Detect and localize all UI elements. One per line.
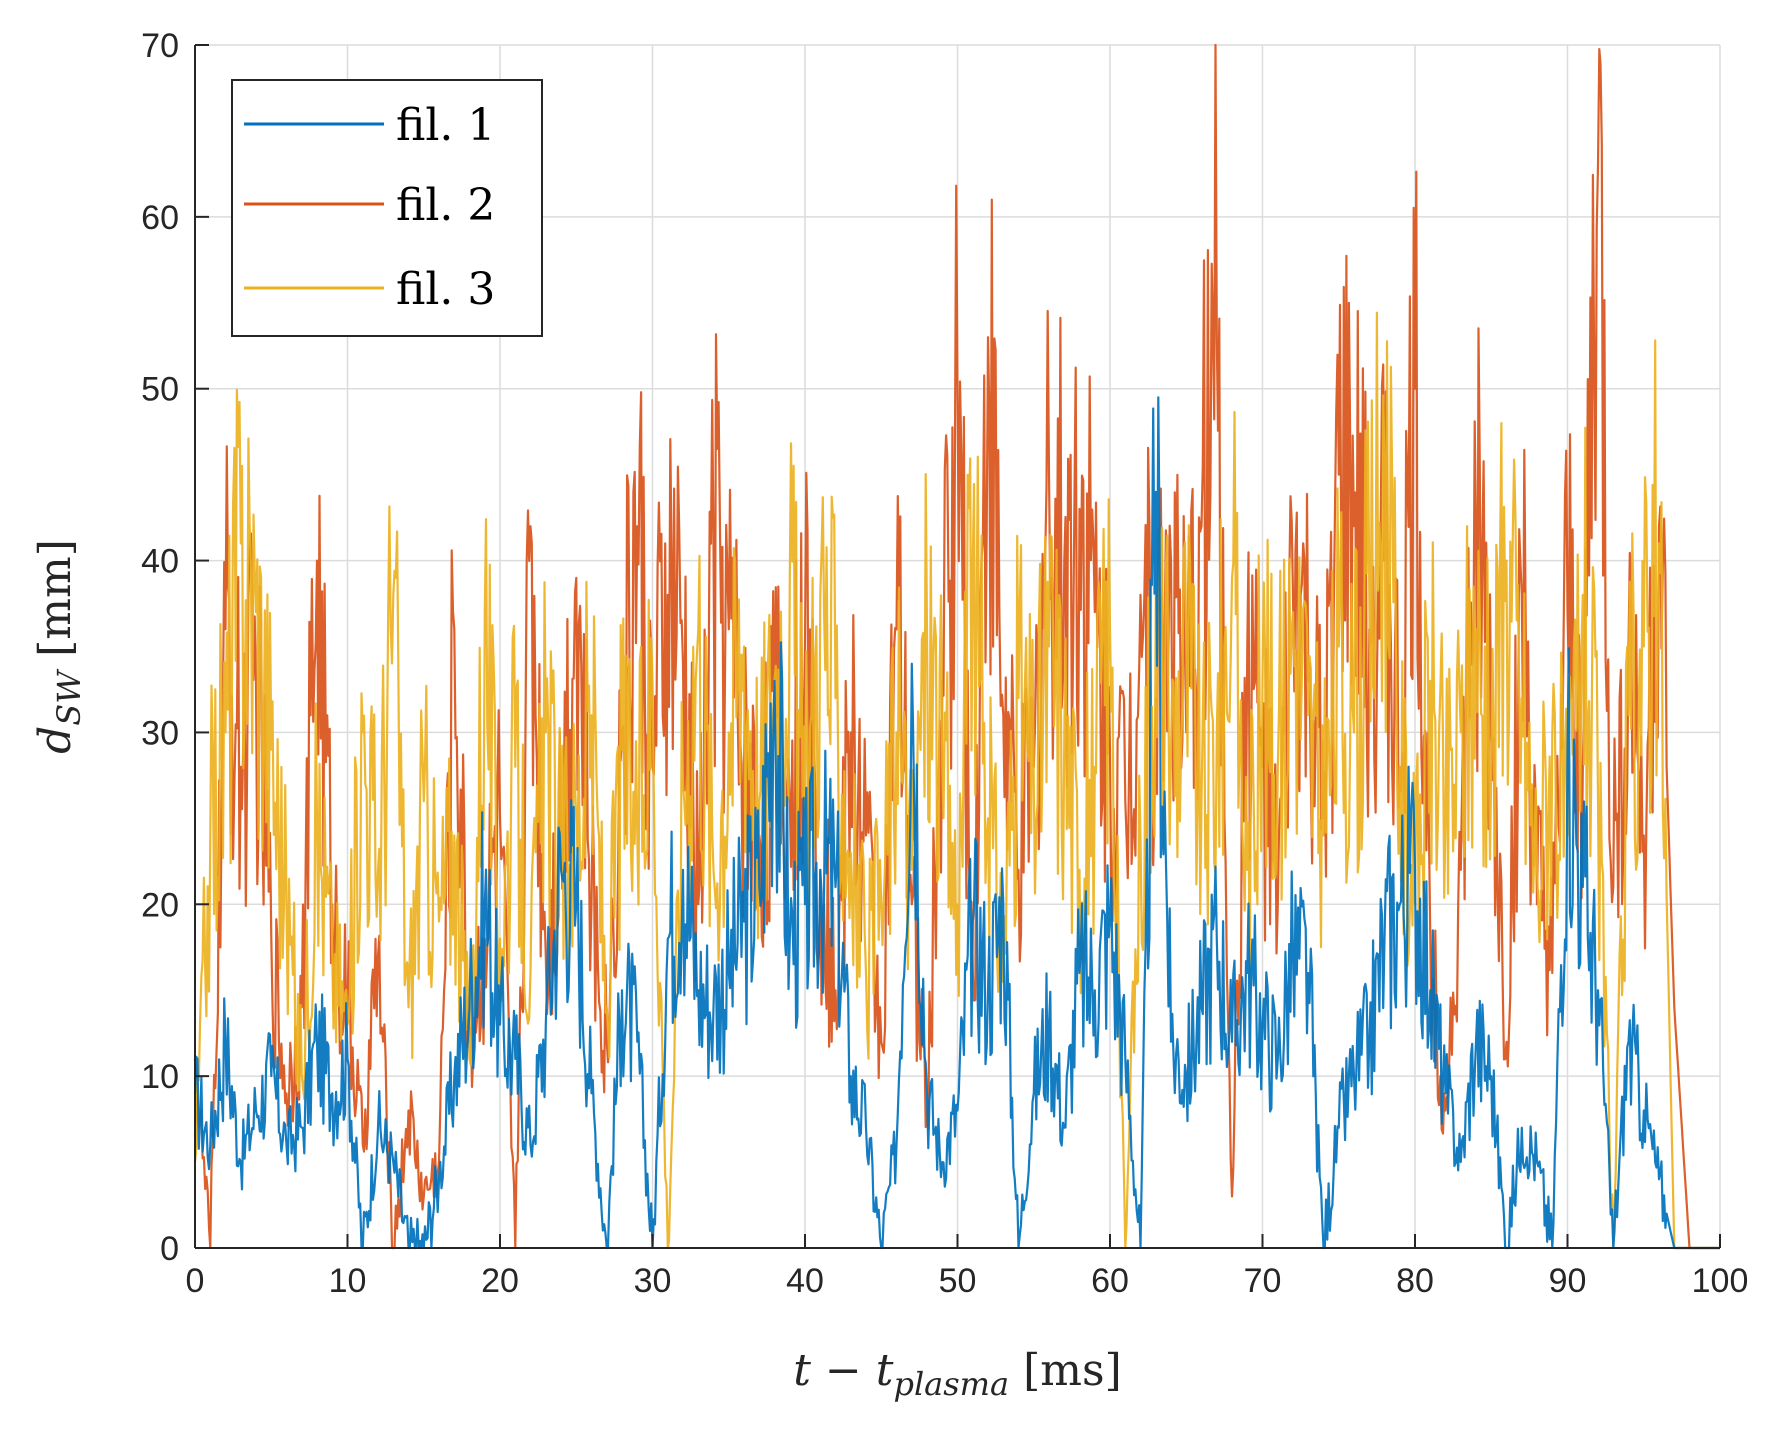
x-axis-label-unit: [ms]: [1023, 1345, 1122, 1396]
y-tick-label-6: 60: [141, 199, 179, 237]
x-axis-label-sub: plasma: [893, 1365, 1009, 1403]
y-tick-label-7: 70: [141, 27, 179, 65]
legend-box: [231, 79, 543, 337]
x-tick-label-6: 60: [1091, 1262, 1129, 1300]
y-tick-label-2: 20: [141, 886, 179, 924]
x-tick-label-8: 80: [1396, 1262, 1434, 1300]
x-tick-label-1: 10: [329, 1262, 367, 1300]
x-tick-label-0: 0: [186, 1262, 205, 1300]
series-line-fil-1: [193, 396, 1720, 1250]
legend-label-fil-3: fil. 3: [396, 264, 495, 315]
x-tick-label-10: 100: [1692, 1262, 1749, 1300]
y-axis-label-sub: SW: [50, 668, 88, 726]
x-tick-label-3: 30: [634, 1262, 672, 1300]
series-line-fil-3: [193, 311, 1720, 1250]
x-axis-label: t − tplasma [ms]: [793, 1345, 1121, 1403]
series-lines: [193, 43, 1720, 1250]
y-tick-label-3: 30: [141, 714, 179, 752]
axes: [194, 44, 1721, 1249]
tick-labels: 0 10 20 30 40 50 60 70 80 90 100 0 10 20 30 40 50 60 70: [141, 27, 1748, 1300]
x-axis-label-main: t − t: [793, 1345, 894, 1396]
x-tick-label-7: 70: [1244, 1262, 1282, 1300]
x-tick-label-2: 20: [481, 1262, 519, 1300]
x-tick-label-4: 40: [786, 1262, 824, 1300]
y-tick-label-0: 0: [160, 1230, 179, 1268]
legend-label-fil-2: fil. 2: [396, 180, 495, 231]
x-tick-label-9: 90: [1549, 1262, 1587, 1300]
x-tick-label-5: 50: [939, 1262, 977, 1300]
legend: fil. 1 fil. 2 fil. 3: [231, 79, 543, 337]
y-tick-label-4: 40: [141, 543, 179, 581]
y-axis-label-unit: [mm]: [30, 539, 81, 657]
y-axis-label: dSW [mm]: [30, 539, 88, 754]
y-tick-label-5: 50: [141, 371, 179, 409]
y-tick-label-1: 10: [141, 1058, 179, 1096]
y-axis-label-main: d: [30, 726, 81, 754]
legend-label-fil-1: fil. 1: [396, 100, 495, 151]
